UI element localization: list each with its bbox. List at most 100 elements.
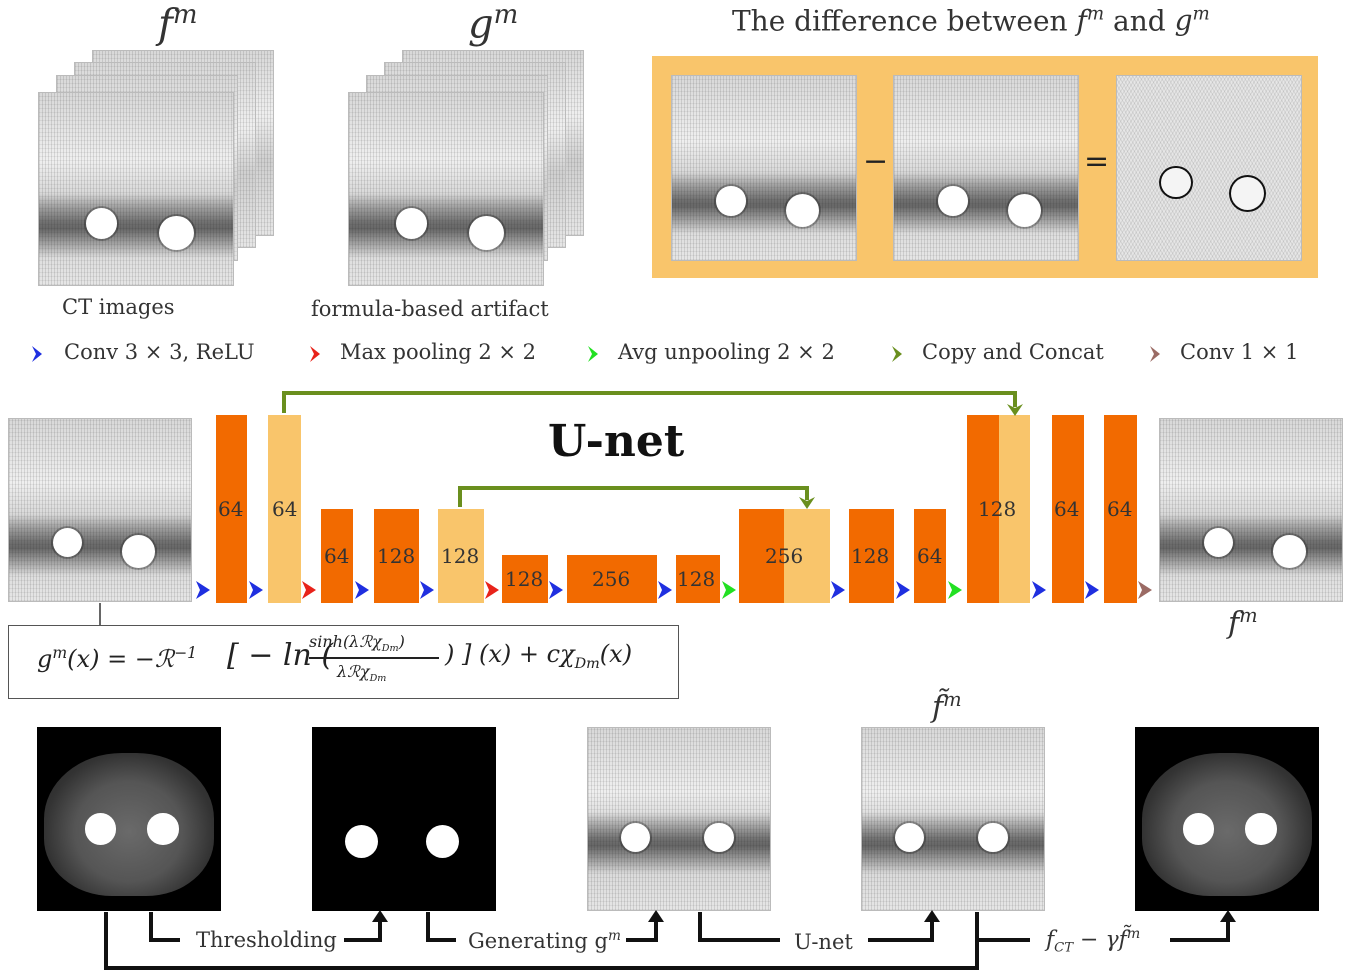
step-line-2-in	[426, 912, 456, 942]
skip-connection-inner	[458, 486, 809, 507]
conv1x1-arrow-icon	[1138, 581, 1152, 599]
unet-title: U-net	[548, 416, 685, 467]
conv-arrow-icon	[658, 581, 672, 599]
conv-arrow-icon	[1085, 581, 1099, 599]
formula-denominator: λℛχDm	[337, 662, 387, 685]
pipeline-artifact-image	[587, 727, 771, 911]
channel-count: 256	[765, 544, 804, 568]
feature-map-bar	[967, 415, 999, 603]
arrow-up-icon	[924, 910, 940, 922]
legend: Conv 3 × 3, ReLU Max pooling 2 × 2 Avg u…	[30, 340, 1330, 372]
step-unet: U-net	[794, 930, 853, 954]
avg-unpool-arrow-icon	[722, 581, 736, 599]
step-line-2-out	[626, 918, 658, 942]
step-thresholding: Thresholding	[196, 928, 337, 952]
feature-map-bar	[914, 509, 946, 603]
ct-images-caption: CT images	[62, 295, 175, 319]
conv-arrow-icon	[831, 581, 845, 599]
concat-arrow-icon	[1007, 404, 1023, 416]
feature-map-bar	[321, 509, 353, 603]
channel-count: 64	[272, 497, 298, 521]
max-pool-arrow-icon	[310, 346, 320, 362]
conv-arrows	[196, 581, 1099, 599]
diff-image-f	[671, 75, 857, 261]
formula-lhs: gm(x) = −ℛ−1	[37, 644, 198, 673]
pipeline-ct-image	[37, 727, 221, 911]
step-subtraction: fCT − γf̃m	[1046, 926, 1141, 956]
ct-image-f-front	[38, 92, 234, 286]
artifact-image-g-front	[348, 92, 544, 286]
pipeline-corrected-image	[1135, 727, 1319, 911]
channel-count: 64	[1107, 497, 1133, 521]
avg-unpool-arrow-icon	[588, 346, 598, 362]
max-pool-arrow-icon	[485, 581, 499, 599]
formula-tail: ) ] (x) + cχDm(x)	[445, 640, 633, 672]
channel-count: 128	[505, 567, 544, 591]
channel-count: 64	[1054, 497, 1080, 521]
legend-concat-label: Copy and Concat	[922, 340, 1104, 364]
pipeline-mask-image	[312, 727, 496, 911]
feature-map-bar	[502, 555, 548, 603]
f-tilde-m-label: f̃m	[932, 688, 962, 725]
channel-count: 64	[917, 544, 943, 568]
step-line-3-in	[698, 912, 780, 942]
unet-input-image	[8, 418, 192, 602]
feature-map-bar	[676, 555, 720, 603]
channel-count: 128	[377, 544, 416, 568]
channel-count: 256	[592, 567, 631, 591]
step-generating-g: Generating gm	[468, 928, 621, 953]
conv-arrow-icon	[249, 581, 263, 599]
conv-arrow-icon	[355, 581, 369, 599]
arrow-up-icon	[1220, 910, 1236, 922]
conv-arrow-icon	[196, 581, 210, 599]
pool-arrows	[302, 581, 499, 599]
unet-output-image	[1159, 418, 1343, 602]
legend-conv-label: Conv 3 × 3, ReLU	[64, 340, 255, 364]
conv-arrow-icon	[420, 581, 434, 599]
arrow-up-icon	[372, 910, 388, 922]
feature-map-bar	[1104, 415, 1137, 603]
diff-image-g	[893, 75, 1079, 261]
difference-title: The difference between fm and gm	[732, 4, 1210, 38]
channel-count: 128	[851, 544, 890, 568]
conv-arrow-icon	[896, 581, 910, 599]
formula-numerator: sinh(λℛχDm)	[309, 632, 405, 655]
step-line-1-in	[149, 912, 180, 942]
skip-connection-outer	[282, 391, 1017, 413]
fraction-bar	[309, 657, 439, 659]
concat-arrow-icon	[892, 346, 902, 362]
feature-map-bar	[849, 509, 894, 603]
pipeline-unet-output-image	[861, 727, 1045, 911]
output-f-m-label: fm	[1228, 604, 1258, 641]
step-line-3-out	[868, 918, 934, 942]
legend-maxpool-label: Max pooling 2 × 2	[340, 340, 537, 364]
conv-arrow-icon	[1032, 581, 1046, 599]
feature-map-bar	[268, 415, 301, 603]
max-pool-arrow-icon	[302, 581, 316, 599]
conv1x1-arrow-icon	[1150, 346, 1160, 362]
equals-sign: =	[1084, 144, 1110, 179]
conv-arrow-icon	[549, 581, 563, 599]
artifact-caption: formula-based artifact	[311, 297, 549, 321]
feature-map-bar	[1052, 415, 1084, 603]
channel-count: 64	[218, 497, 244, 521]
channel-count: 128	[677, 567, 716, 591]
formula-box: gm(x) = −ℛ−1 [ − ln ( sinh(λℛχDm) λℛχDm …	[8, 625, 679, 699]
feature-map-bar	[374, 509, 419, 603]
channel-count: 64	[324, 544, 350, 568]
channel-count: 128	[978, 497, 1017, 521]
g-m-title: gm	[468, 0, 519, 48]
feature-map-bar	[216, 415, 247, 603]
feature-map-bar	[567, 555, 657, 603]
arrow-up-icon	[648, 910, 664, 922]
minus-sign: −	[863, 144, 889, 179]
unpool-arrows	[722, 581, 962, 599]
legend-unpool-label: Avg unpooling 2 × 2	[618, 340, 835, 364]
feature-map-bar	[784, 509, 830, 603]
feature-map-bar	[999, 415, 1030, 603]
formula-bracket: [ − ln (	[227, 638, 334, 673]
concat-arrow-icon	[799, 497, 815, 509]
step-line-4-out	[1170, 918, 1230, 942]
